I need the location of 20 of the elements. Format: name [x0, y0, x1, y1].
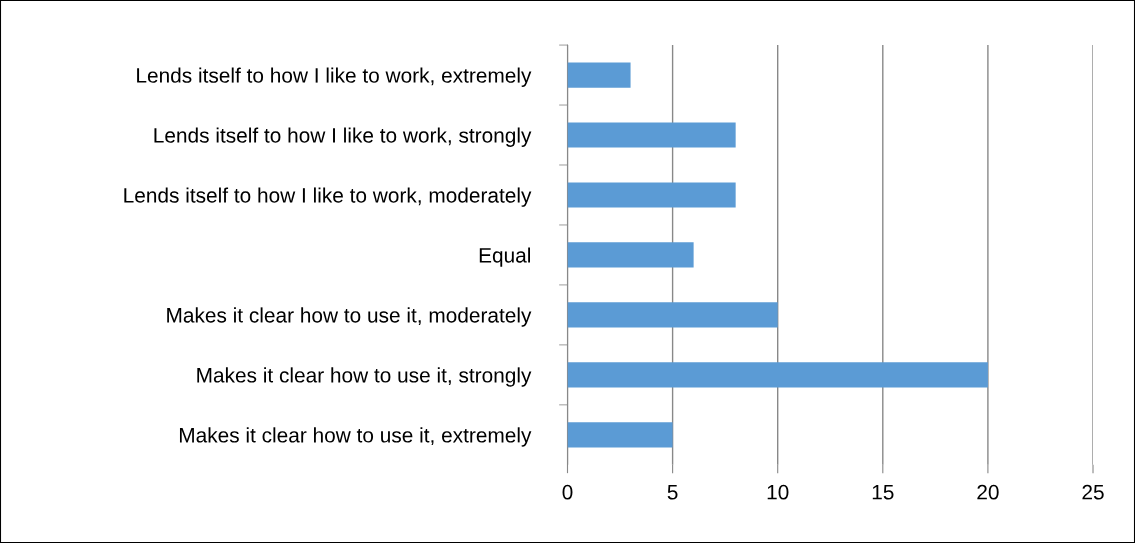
bar [567, 62, 631, 88]
bar [567, 302, 778, 328]
x-tick-label: 15 [872, 485, 894, 500]
y-tick-label: Lends itself to how I like to work, extremely [137, 67, 532, 87]
y-tick-label: Lends itself to how I like to work, moderately [124, 187, 532, 207]
y-tick-label: Equal [479, 247, 530, 267]
x-tick-label: 10 [767, 484, 789, 500]
x-tick-label: 20 [977, 484, 999, 500]
bar [567, 242, 694, 268]
bar [567, 182, 736, 208]
y-tick-label: Makes it clear how to use it, extremely [179, 427, 532, 447]
x-tick-label: 5 [667, 485, 678, 500]
x-tick-label: 0 [562, 484, 573, 500]
y-tick-label: Lends itself to how I like to work, strongly [154, 127, 532, 147]
x-tick-label: 25 [1082, 484, 1104, 500]
y-tick-label: Makes it clear how to use it, moderately [167, 307, 532, 327]
y-tick-label: Makes it clear how to use it, strongly [197, 367, 532, 387]
bar [567, 362, 988, 388]
bar [567, 422, 673, 448]
bar [567, 122, 736, 148]
